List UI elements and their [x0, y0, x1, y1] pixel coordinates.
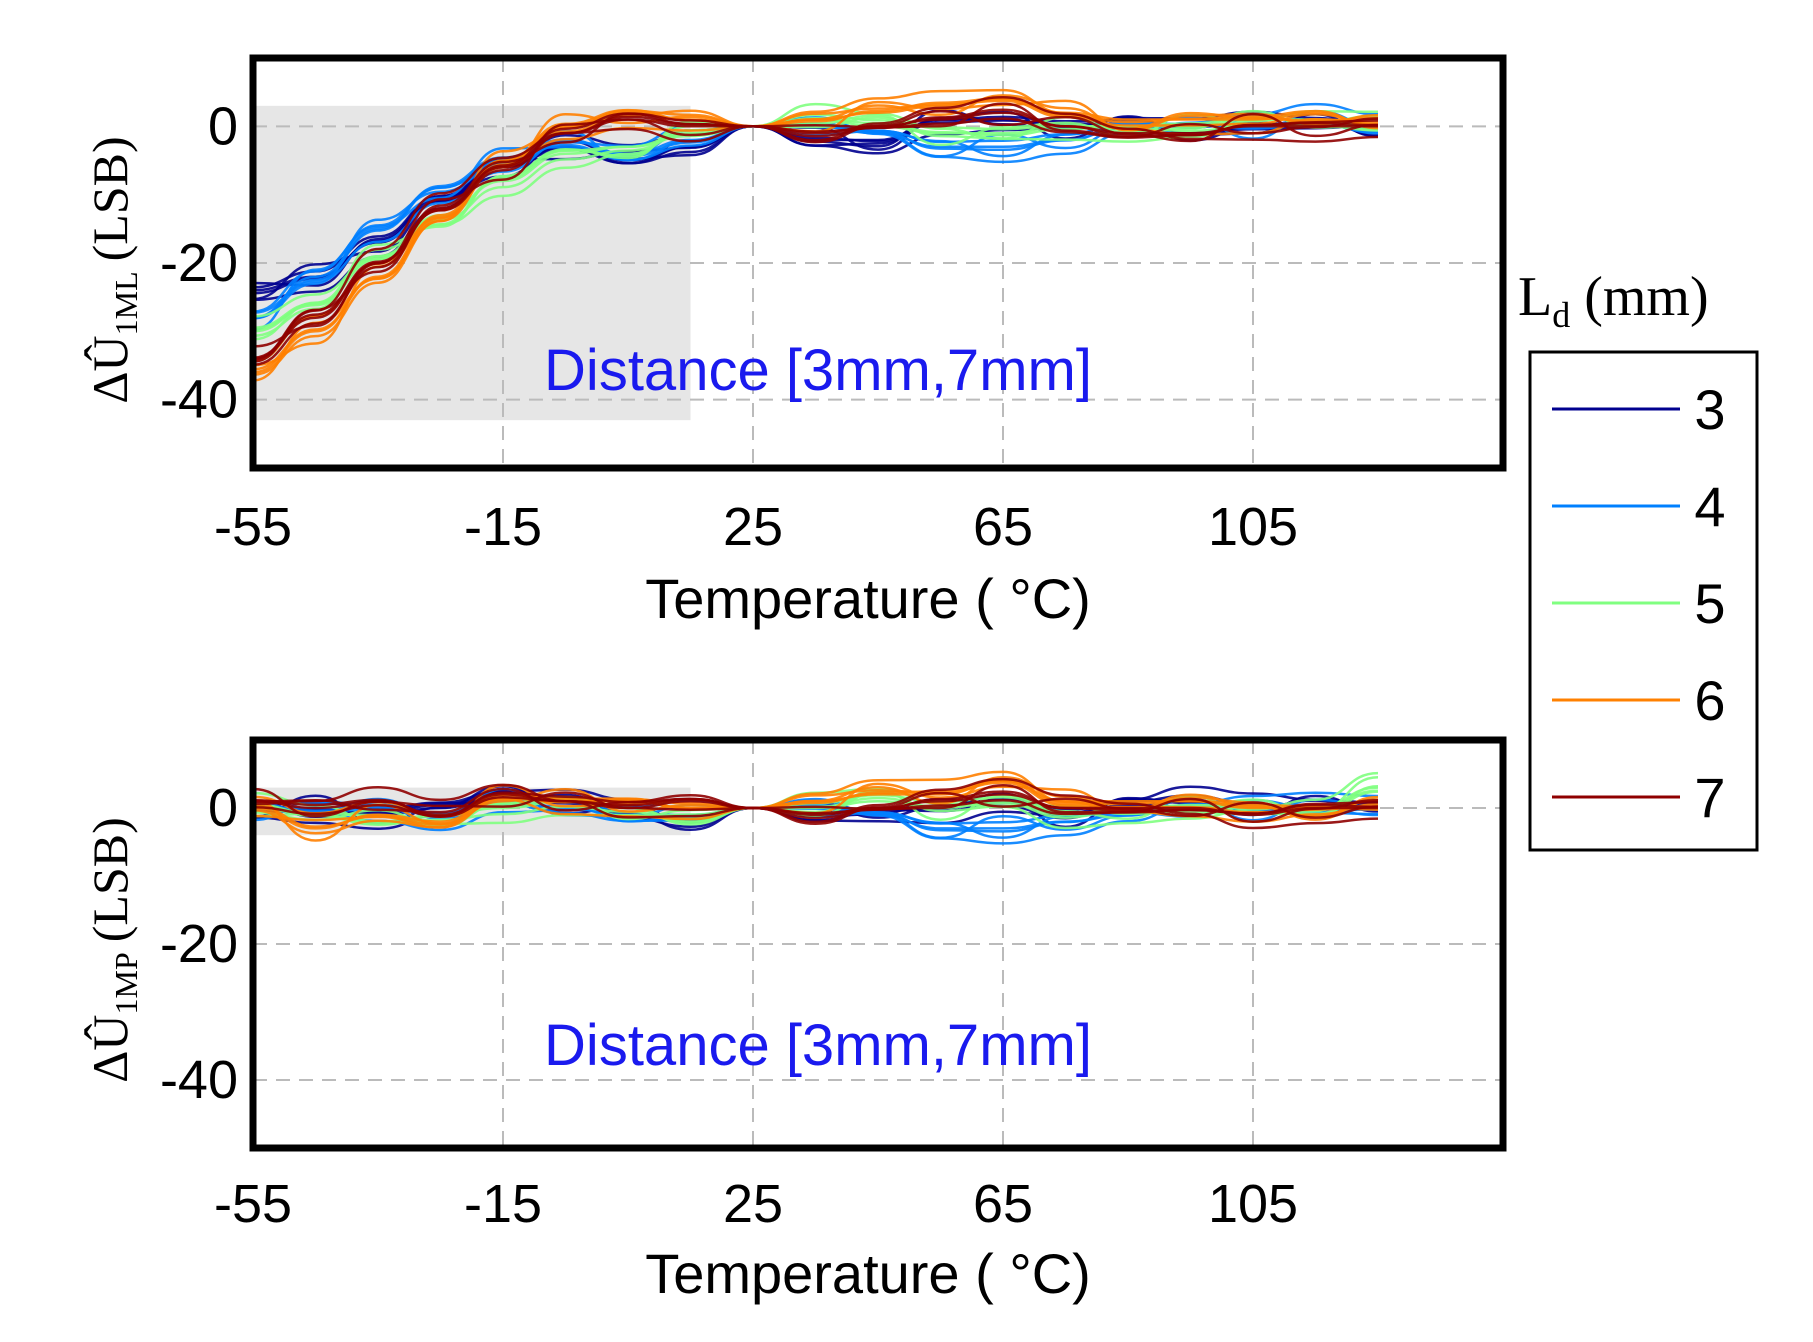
y-tick-label: -20 — [160, 233, 238, 293]
x-axis-label: Temperature ( °C) — [645, 567, 1091, 630]
legend-title-suffix: (mm) — [1570, 266, 1708, 328]
series-group — [252, 88, 1379, 382]
y-axis-label-suffix: (LSB) — [82, 136, 138, 261]
y-tick-labels: 0 -20 -40 — [160, 778, 238, 1110]
legend-label-7: 7 — [1694, 766, 1725, 829]
legend-title-sub: d — [1552, 295, 1570, 335]
x-tick-label: 25 — [723, 497, 783, 557]
y-axis-label-prefix: ΔÛ — [82, 1014, 138, 1082]
y-axis-label: ΔÛ1MP (LSB) — [82, 817, 144, 1083]
plot-frame — [249, 54, 1507, 472]
y-tick-label: 0 — [208, 96, 238, 156]
y-axis-label-suffix: (LSB) — [82, 817, 138, 942]
series-line-7 — [252, 793, 1378, 817]
top-chart: Distance [3mm,7mm] 0 -20 -40 -55 -15 25 … — [82, 54, 1507, 630]
x-tick-label: 65 — [973, 1174, 1033, 1234]
x-tick-label: 105 — [1208, 1174, 1298, 1234]
series-line-7 — [252, 784, 1379, 823]
x-tick-label: -15 — [464, 497, 542, 557]
series-line-7 — [252, 102, 1379, 361]
series-line-6 — [252, 94, 1379, 382]
x-tick-label: 65 — [973, 497, 1033, 557]
x-tick-labels: -55 -15 25 65 105 — [214, 497, 1298, 557]
series-line-7 — [252, 791, 1379, 818]
legend: Ld (mm) 3 4 5 6 7 — [1518, 266, 1759, 852]
x-tick-label: 25 — [723, 1174, 783, 1234]
x-tick-labels: -55 -15 25 65 105 — [214, 1174, 1298, 1234]
legend-items: 3 4 5 6 7 — [1552, 378, 1726, 829]
legend-label-3: 3 — [1694, 378, 1725, 441]
series-line-5 — [252, 775, 1379, 828]
legend-label-6: 6 — [1694, 669, 1725, 732]
annotation: Distance [3mm,7mm] — [544, 1013, 1092, 1078]
x-tick-label: -55 — [214, 1174, 292, 1234]
y-axis-label-sub: 1MP — [108, 952, 144, 1014]
legend-title: Ld (mm) — [1518, 266, 1709, 335]
y-tick-label: -20 — [160, 914, 238, 974]
legend-label-5: 5 — [1694, 572, 1725, 635]
series-group — [252, 770, 1379, 845]
series-line-6 — [252, 775, 1379, 829]
y-axis-label-sub: 1ML — [108, 271, 144, 335]
series-line-7 — [252, 109, 1379, 348]
y-axis-label: ΔÛ1ML (LSB) — [82, 136, 144, 403]
y-tick-label: 0 — [208, 778, 238, 838]
series-line-7 — [252, 787, 1379, 825]
annotation: Distance [3mm,7mm] — [544, 338, 1092, 403]
y-axis-label-prefix: ΔÛ — [82, 335, 138, 403]
plot-frame — [249, 736, 1507, 1152]
x-tick-label: -55 — [214, 497, 292, 557]
x-tick-label: 105 — [1208, 497, 1298, 557]
y-tick-labels: 0 -20 -40 — [160, 96, 238, 429]
series-line-7 — [252, 96, 1379, 363]
x-axis-label: Temperature ( °C) — [645, 1242, 1091, 1305]
bottom-chart: Distance [3mm,7mm] 0 -20 -40 -55 -15 25 … — [82, 736, 1507, 1305]
legend-box — [1528, 350, 1759, 852]
y-tick-label: -40 — [160, 370, 238, 430]
series-line-7 — [252, 777, 1379, 830]
legend-title-main: L — [1518, 266, 1552, 328]
legend-label-4: 4 — [1694, 475, 1725, 538]
y-tick-label: -40 — [160, 1050, 238, 1110]
x-tick-label: -15 — [464, 1174, 542, 1234]
